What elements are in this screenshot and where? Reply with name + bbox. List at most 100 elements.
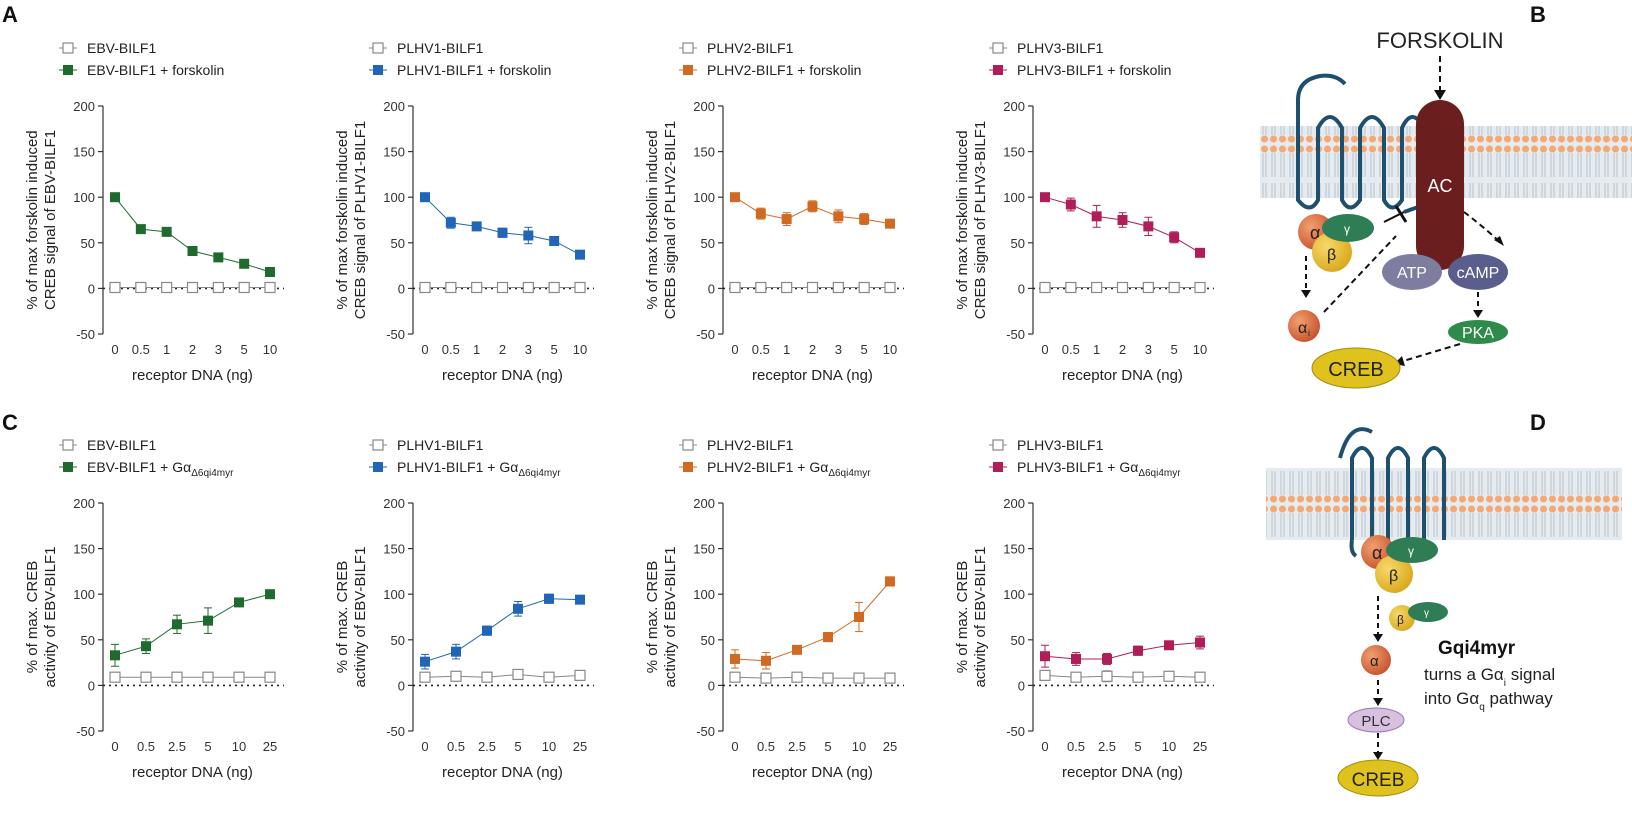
y-axis-label: activity of EBV-BILF1 — [662, 547, 679, 688]
legend-label-text: PLHV1-BILF1 + forskolin — [397, 62, 551, 78]
data-point — [1168, 281, 1180, 294]
y-axis-label: % of max forskolin induced — [644, 130, 661, 309]
data-point — [135, 281, 147, 294]
data-point — [482, 625, 492, 636]
legend-marker — [683, 462, 693, 472]
x-tick-label: 10 — [232, 739, 246, 754]
creb-b-shape — [1311, 347, 1401, 389]
forskolin-label: FORSKOLIN — [1376, 28, 1503, 53]
data-point — [450, 670, 462, 682]
x-tick-label: 2 — [809, 342, 816, 357]
data-point — [1039, 281, 1051, 294]
legend-label: PLHV2-BILF1 + GαΔ6qi4myr — [707, 459, 871, 479]
data-point — [233, 671, 245, 683]
data-point — [161, 281, 173, 294]
gqi4myr-line3-sub: q — [1479, 702, 1485, 713]
data-point — [1164, 640, 1174, 651]
alpha-q-shape — [1361, 645, 1391, 675]
data-point — [730, 653, 740, 664]
x-tick-label: 25 — [263, 739, 277, 754]
y-axis-label: CREB signal of EBV-BILF1 — [42, 130, 59, 310]
data-point — [761, 655, 771, 666]
data-point — [110, 192, 120, 203]
legend-label-text: PLHV3-BILF1 — [1017, 437, 1104, 453]
alpha-i-inhibit-line — [1323, 235, 1397, 313]
pka-creb-arrow — [1399, 343, 1461, 363]
gqi4myr-line3: into Gαq pathway — [1424, 689, 1553, 713]
legend-label-text: EBV-BILF1 + Gα — [87, 459, 191, 475]
data-point — [832, 281, 844, 294]
legend-label-text: PLHV1-BILF1 — [397, 40, 484, 56]
data-point — [1133, 645, 1143, 656]
ac-enzyme — [1416, 100, 1464, 270]
legend-label: EBV-BILF1 — [87, 40, 156, 56]
gqi4myr-line3-a: into Gα — [1424, 689, 1479, 708]
legend-marker — [63, 462, 73, 472]
legend-label-text: EBV-BILF1 + forskolin — [87, 62, 224, 78]
data-point — [496, 281, 509, 294]
data-point — [522, 281, 534, 294]
legend-label: PLHV1-BILF1 + GαΔ6qi4myr — [397, 459, 561, 479]
g-beta-d — [1375, 555, 1413, 593]
data-point — [807, 201, 818, 212]
data-point — [1102, 653, 1112, 664]
data-point — [1194, 281, 1206, 294]
data-point — [419, 281, 431, 294]
y-tick-label: 200 — [73, 496, 95, 511]
legend-marker — [63, 65, 73, 75]
y-tick-label: 50 — [391, 236, 405, 251]
x-tick-label: 3 — [525, 342, 532, 357]
y-axis-label: % of max forskolin induced — [954, 130, 971, 309]
x-tick-label: 2.5 — [478, 739, 496, 754]
data-point — [141, 641, 151, 652]
x-tick-label: 0 — [731, 342, 738, 357]
x-axis-label: receptor DNA (ng) — [1062, 764, 1183, 781]
data-point — [481, 671, 493, 683]
plc-shape — [1347, 707, 1405, 733]
x-tick-label: 25 — [573, 739, 587, 754]
data-point — [1101, 670, 1113, 682]
data-point — [238, 281, 250, 294]
gqi4myr-line3-end: pathway — [1485, 689, 1554, 708]
data-point — [853, 672, 865, 684]
legend-marker — [372, 42, 384, 54]
legend-marker — [373, 462, 383, 472]
y-tick-label: 150 — [693, 145, 715, 160]
data-point — [859, 214, 870, 225]
d-arrow-1-head — [1373, 634, 1383, 642]
x-tick-label: 25 — [1193, 739, 1207, 754]
y-tick-label: 50 — [1011, 633, 1025, 648]
gqi4myr-title: Gqi4myr — [1438, 638, 1516, 659]
chart-a-4: -50 0 50 100 150 200 0 0.5 1 2 3 5 10 receptor DNA (n… — [954, 40, 1214, 384]
legend-label: PLHV3-BILF1 + forskolin — [1017, 62, 1171, 78]
x-tick-label: 1 — [473, 342, 480, 357]
x-tick-label: 0.5 — [132, 342, 150, 357]
x-axis-label: receptor DNA (ng) — [752, 367, 873, 384]
gqi4myr-line2-sub: i — [1504, 678, 1506, 689]
data-point — [806, 281, 819, 294]
x-tick-label: 0.5 — [137, 739, 155, 754]
series-line — [424, 673, 581, 678]
legend-label-subscript: Δ6qi4myr — [828, 468, 871, 479]
g-beta-free-label: β — [1397, 613, 1404, 627]
x-tick-label: 0 — [111, 739, 118, 754]
y-axis-label: CREB signal of PLHV1-BILF1 — [352, 121, 369, 319]
data-point — [213, 252, 224, 263]
x-tick-label: 1 — [163, 342, 170, 357]
y-tick-label: -50 — [76, 327, 95, 342]
data-point — [781, 214, 792, 225]
legend-label-text: PLHV1-BILF1 — [397, 437, 484, 453]
y-tick-label: -50 — [696, 327, 715, 342]
legend-marker — [992, 42, 1004, 54]
y-tick-label: 50 — [81, 633, 95, 648]
data-point — [212, 281, 224, 294]
data-point — [172, 619, 182, 630]
d-arrow-2-head — [1373, 698, 1383, 706]
legend-label-text: PLHV2-BILF1 + forskolin — [707, 62, 861, 78]
panel-letter-b: B — [1530, 2, 1546, 27]
x-tick-label: 5 — [824, 739, 831, 754]
x-tick-label: 2 — [189, 342, 196, 357]
y-tick-label: 150 — [383, 542, 405, 557]
legend-label: EBV-BILF1 — [87, 437, 156, 453]
